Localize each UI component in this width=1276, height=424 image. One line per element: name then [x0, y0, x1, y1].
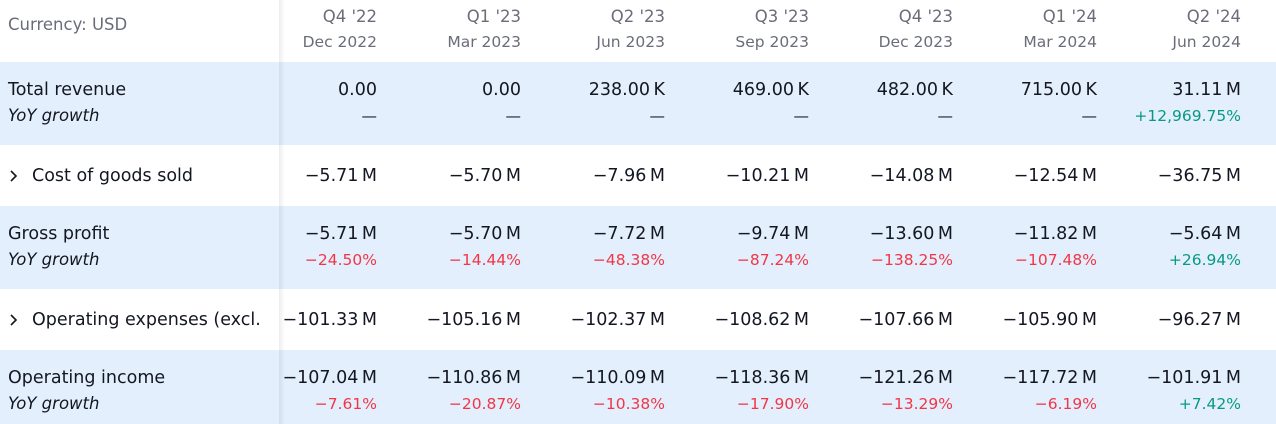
- table-row: [0, 350, 1276, 424]
- column-period: Q1 '23: [466, 7, 521, 26]
- growth-value: +26.94%: [1168, 251, 1241, 269]
- cell-value: −7.72 M: [592, 224, 665, 244]
- growth-value: +12,969.75%: [1134, 107, 1241, 125]
- cell-value: −7.96 M: [592, 165, 665, 186]
- row-label: Total revenue: [8, 80, 127, 100]
- cell-value: 715.00 K: [1020, 80, 1097, 100]
- expand-chevron[interactable]: [9, 169, 21, 183]
- cell-value: −121.26 M: [858, 368, 954, 388]
- cell-value: −9.74 M: [736, 224, 809, 244]
- table-row: [0, 62, 1276, 145]
- column-date: Sep 2023: [735, 33, 809, 51]
- column-period: Q2 '23: [610, 7, 665, 26]
- growth-value: —: [649, 107, 666, 125]
- cell-value: −102.37 M: [570, 309, 666, 330]
- expand-chevron[interactable]: [9, 313, 21, 327]
- cell-value: −96.27 M: [1157, 309, 1241, 330]
- table-row[interactable]: [0, 289, 1276, 350]
- column-period: Q3 '23: [754, 7, 809, 26]
- column-period: Q4 '22: [322, 7, 377, 26]
- cell-value: −108.62 M: [714, 309, 810, 330]
- cell-value: −12.54 M: [1013, 165, 1097, 186]
- growth-value: −17.90%: [736, 395, 809, 413]
- cell-value: −117.72 M: [1002, 368, 1098, 388]
- row-label: Operating income: [8, 368, 166, 388]
- cell-value: −107.04 M: [282, 368, 378, 388]
- growth-value: +7.42%: [1178, 395, 1241, 413]
- cell-value: 0.00: [482, 80, 521, 100]
- growth-value: −24.50%: [304, 251, 377, 269]
- row-label: Operating expenses (excl.: [32, 309, 261, 330]
- growth-label: YoY growth: [8, 106, 100, 125]
- currency-label: Currency: USD: [8, 15, 128, 34]
- growth-value: −7.61%: [314, 395, 377, 413]
- cell-value: −107.66 M: [858, 309, 954, 330]
- growth-value: −14.44%: [448, 251, 521, 269]
- cell-value: −118.36 M: [714, 368, 810, 388]
- table-row: [0, 206, 1276, 289]
- cell-value: −5.70 M: [448, 224, 521, 244]
- cell-value: −5.71 M: [304, 224, 377, 244]
- growth-value: −138.25%: [871, 251, 953, 269]
- cell-value: −110.09 M: [570, 368, 666, 388]
- cell-value: −5.64 M: [1168, 224, 1241, 244]
- cell-value: −14.08 M: [869, 165, 953, 186]
- cell-value: −11.82 M: [1013, 224, 1097, 244]
- cell-value: −101.33 M: [282, 309, 378, 330]
- growth-value: −10.38%: [592, 395, 665, 413]
- cell-value: −10.21 M: [725, 165, 809, 186]
- column-date: Jun 2023: [596, 33, 665, 51]
- column-period: Q2 '24: [1186, 7, 1241, 26]
- column-date: Mar 2023: [447, 33, 521, 51]
- cell-value: 469.00 K: [732, 80, 809, 100]
- column-period: Q4 '23: [898, 7, 953, 26]
- cell-value: −13.60 M: [869, 224, 953, 244]
- cell-value: −5.71 M: [304, 165, 377, 186]
- cell-value: 0.00: [338, 80, 377, 100]
- cell-value: 238.00 K: [588, 80, 665, 100]
- growth-value: −87.24%: [736, 251, 809, 269]
- growth-value: —: [1081, 107, 1098, 125]
- cell-value: 482.00 K: [876, 80, 953, 100]
- growth-value: —: [793, 107, 810, 125]
- cell-value: −110.86 M: [426, 368, 522, 388]
- growth-value: —: [505, 107, 522, 125]
- column-date: Dec 2022: [302, 33, 377, 51]
- column-period: Q1 '24: [1042, 7, 1097, 26]
- cell-value: −101.91 M: [1146, 368, 1242, 388]
- column-date: Jun 2024: [1172, 33, 1241, 51]
- column-date: Mar 2024: [1023, 33, 1097, 51]
- cell-value: −5.70 M: [448, 165, 521, 186]
- cell-value: −105.16 M: [426, 309, 522, 330]
- growth-value: −20.87%: [448, 395, 521, 413]
- table-row[interactable]: [0, 145, 1276, 206]
- growth-label: YoY growth: [8, 250, 100, 269]
- cell-value: −36.75 M: [1157, 165, 1241, 186]
- row-label: Gross profit: [8, 224, 110, 244]
- growth-value: —: [937, 107, 954, 125]
- cell-value: −105.90 M: [1002, 309, 1098, 330]
- growth-label: YoY growth: [8, 394, 100, 413]
- sticky-column-shadow: [279, 0, 285, 424]
- column-date: Dec 2023: [878, 33, 953, 51]
- growth-value: −107.48%: [1015, 251, 1097, 269]
- growth-value: −48.38%: [592, 251, 665, 269]
- row-label: Cost of goods sold: [32, 165, 194, 186]
- growth-value: −6.19%: [1034, 395, 1097, 413]
- growth-value: −13.29%: [880, 395, 953, 413]
- cell-value: 31.11 M: [1172, 80, 1241, 100]
- growth-value: —: [361, 107, 378, 125]
